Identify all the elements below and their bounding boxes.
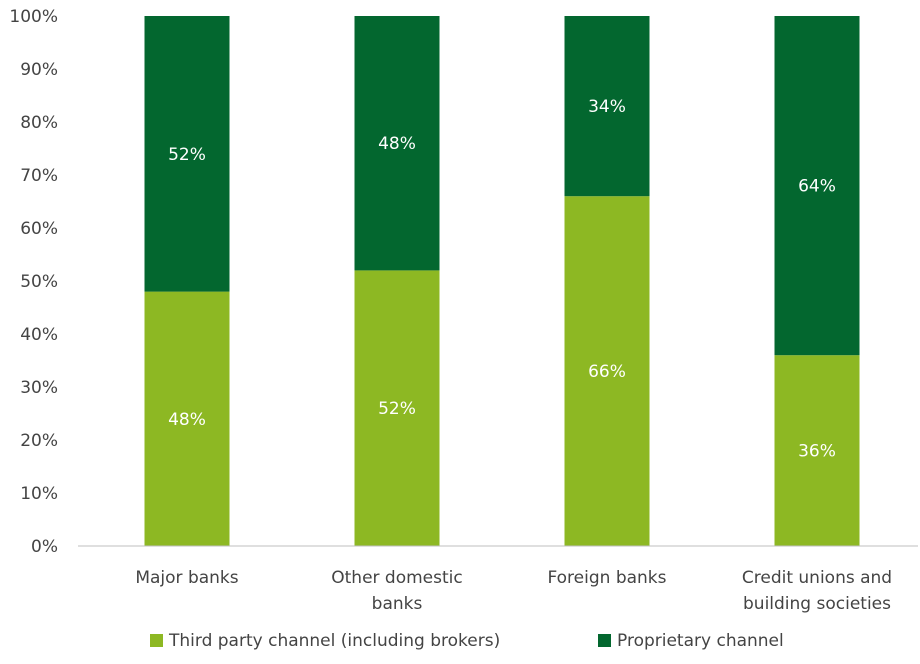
data-label: 52% [168, 145, 206, 165]
legend-swatch [598, 634, 611, 647]
y-tick-label: 70% [20, 166, 58, 186]
data-label: 52% [378, 399, 416, 419]
x-category-label: Foreign banks [547, 568, 666, 588]
y-tick-label: 30% [20, 378, 58, 398]
data-label: 34% [588, 97, 626, 117]
x-category-label: Other domestic banks [331, 568, 462, 614]
x-category-label: Major banks [135, 568, 238, 588]
y-axis-ticks: 0% 10% 20% 30% 40% 50% 60% 70% 80% 90% 100% [9, 7, 58, 557]
y-tick-label: 100% [9, 7, 58, 27]
bar-segment [354, 16, 440, 271]
data-label: 48% [378, 134, 416, 154]
bars-group [144, 16, 860, 546]
data-label: 64% [798, 177, 836, 197]
bar-segment [144, 16, 230, 292]
legend: Third party channel (including brokers) P… [150, 631, 784, 651]
bar-segment [564, 196, 650, 546]
data-labels-group: 48% 52% 52% 48% 66% 34% 36% 64% [168, 97, 836, 462]
x-axis-labels: Major banks Other domestic banks Foreign ba… [135, 568, 892, 614]
data-label: 36% [798, 442, 836, 462]
y-tick-label: 60% [20, 219, 58, 239]
data-label: 66% [588, 362, 626, 382]
y-tick-label: 0% [31, 537, 58, 557]
x-category-label: Credit unions and building societies [742, 568, 892, 614]
legend-label: Proprietary channel [617, 631, 784, 651]
y-tick-label: 90% [20, 60, 58, 80]
y-tick-label: 10% [20, 484, 58, 504]
bar-segment [774, 16, 860, 356]
bar-segment [564, 16, 650, 197]
bar-segment [354, 270, 440, 546]
bar-segment [144, 291, 230, 546]
legend-swatch [150, 634, 163, 647]
y-tick-label: 20% [20, 431, 58, 451]
y-tick-label: 50% [20, 272, 58, 292]
legend-label: Third party channel (including brokers) [168, 631, 500, 651]
y-tick-label: 40% [20, 325, 58, 345]
bar-segment [774, 355, 860, 546]
data-label: 48% [168, 410, 206, 430]
y-tick-label: 80% [20, 113, 58, 133]
